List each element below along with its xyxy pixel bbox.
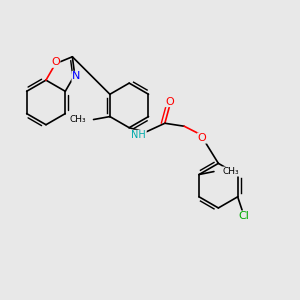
Text: N: N: [72, 71, 80, 81]
Text: O: O: [165, 97, 174, 106]
Text: O: O: [51, 57, 60, 67]
Text: CH₃: CH₃: [70, 115, 86, 124]
Text: O: O: [198, 133, 206, 143]
Text: Cl: Cl: [238, 211, 249, 221]
Text: NH: NH: [131, 130, 146, 140]
Text: CH₃: CH₃: [222, 167, 239, 176]
